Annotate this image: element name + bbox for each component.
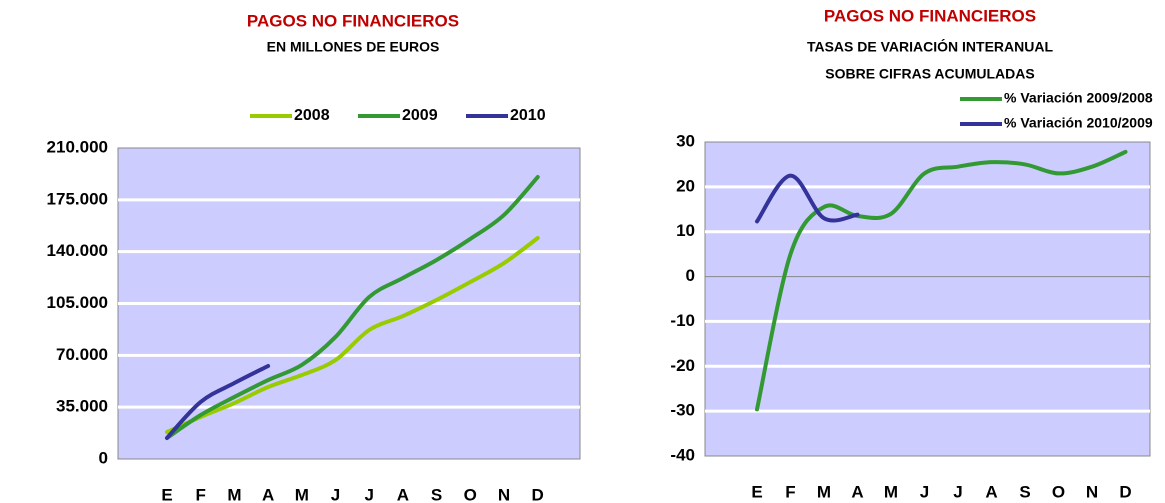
legend-label: 2008 bbox=[294, 107, 330, 124]
x-tick-label: O bbox=[1052, 482, 1065, 501]
y-tick-label: 140.000 bbox=[47, 241, 108, 260]
x-tick-label: J bbox=[920, 482, 929, 501]
line-series bbox=[165, 236, 540, 435]
y-tick-label: 0 bbox=[686, 266, 695, 285]
x-tick-label: S bbox=[1019, 482, 1030, 501]
x-tick-label: F bbox=[196, 485, 206, 503]
legend-label: 2010 bbox=[510, 107, 546, 124]
x-tick-label: A bbox=[262, 485, 274, 503]
line-series bbox=[755, 173, 860, 224]
y-tick-label: -30 bbox=[670, 401, 695, 420]
y-tick-label: -10 bbox=[670, 311, 695, 330]
chart-subtitle: EN MILLONES DE EUROS bbox=[267, 39, 440, 55]
x-tick-label: E bbox=[161, 485, 172, 503]
x-tick-label: S bbox=[431, 485, 442, 503]
y-tick-label: 0 bbox=[99, 448, 108, 467]
y-tick-label: 20 bbox=[676, 176, 695, 195]
y-tick-label: 105.000 bbox=[47, 293, 108, 312]
legend-label: % Variación 2009/2008 bbox=[1004, 90, 1153, 106]
chart-title: PAGOS NO FINANCIEROS bbox=[824, 6, 1036, 25]
x-tick-label: N bbox=[498, 485, 510, 503]
x-tick-label: M bbox=[227, 485, 241, 503]
x-tick-label: A bbox=[985, 482, 997, 501]
x-tick-label: J bbox=[953, 482, 962, 501]
plot-area bbox=[704, 141, 1151, 457]
y-tick-label: -40 bbox=[670, 445, 695, 464]
x-tick-label: M bbox=[295, 485, 309, 503]
x-tick-label: A bbox=[851, 482, 863, 501]
legend-label: % Variación 2010/2009 bbox=[1004, 115, 1153, 131]
legend-label: 2009 bbox=[402, 107, 438, 124]
x-tick-label: J bbox=[331, 485, 340, 503]
x-tick-label: E bbox=[751, 482, 762, 501]
x-tick-label: O bbox=[464, 485, 477, 503]
chart-title: PAGOS NO FINANCIEROS bbox=[247, 11, 459, 30]
x-tick-label: D bbox=[1119, 482, 1131, 501]
x-tick-label: F bbox=[785, 482, 795, 501]
x-tick-label: A bbox=[397, 485, 409, 503]
chart-subtitle: SOBRE CIFRAS ACUMULADAS bbox=[825, 66, 1034, 82]
x-tick-label: N bbox=[1086, 482, 1098, 501]
line-series bbox=[755, 149, 1128, 412]
chart-subtitle: TASAS DE VARIACIÓN INTERANUAL bbox=[807, 38, 1053, 55]
y-tick-label: -20 bbox=[670, 356, 695, 375]
y-tick-label: 10 bbox=[676, 221, 695, 240]
y-tick-label: 35.000 bbox=[56, 397, 108, 416]
line-series bbox=[165, 175, 540, 440]
y-tick-label: 210.000 bbox=[47, 137, 108, 156]
line-series bbox=[165, 363, 271, 440]
y-tick-label: 30 bbox=[676, 131, 695, 150]
x-tick-label: M bbox=[817, 482, 831, 501]
y-tick-label: 175.000 bbox=[47, 189, 108, 208]
y-tick-label: 70.000 bbox=[56, 345, 108, 364]
x-tick-label: J bbox=[364, 485, 373, 503]
x-tick-label: D bbox=[532, 485, 544, 503]
x-tick-label: M bbox=[884, 482, 898, 501]
